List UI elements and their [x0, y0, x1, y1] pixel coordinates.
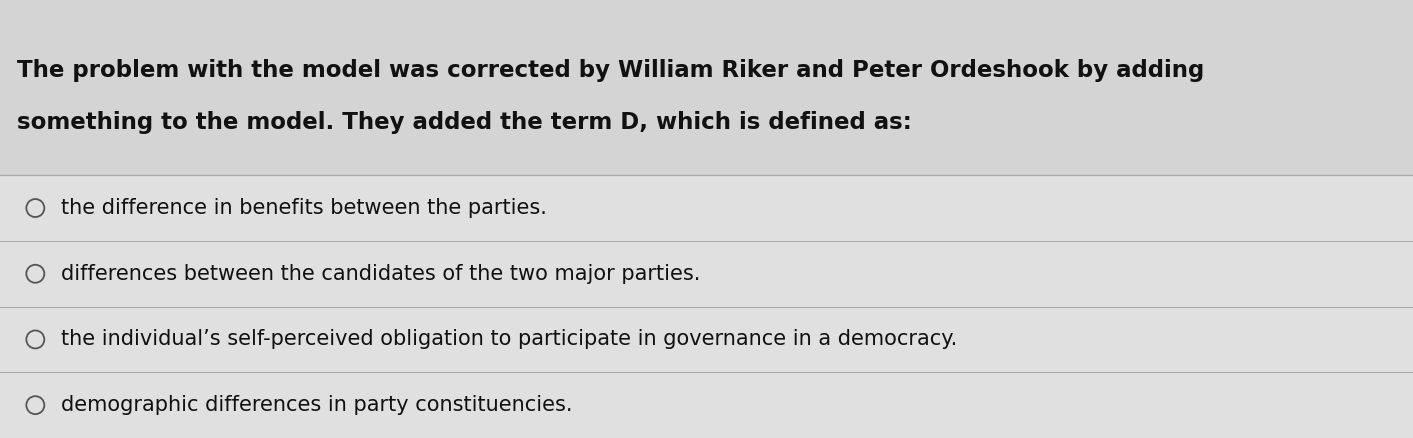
Text: something to the model. They added the term D, which is defined as:: something to the model. They added the t…	[17, 111, 911, 134]
Text: The problem with the model was corrected by William Riker and Peter Ordeshook by: The problem with the model was corrected…	[17, 59, 1204, 81]
FancyBboxPatch shape	[0, 175, 1413, 438]
Text: demographic differences in party constituencies.: demographic differences in party constit…	[61, 395, 572, 415]
FancyBboxPatch shape	[0, 0, 1413, 175]
Text: the difference in benefits between the parties.: the difference in benefits between the p…	[61, 198, 547, 218]
Text: differences between the candidates of the two major parties.: differences between the candidates of th…	[61, 264, 701, 284]
Text: the individual’s self-perceived obligation to participate in governance in a dem: the individual’s self-perceived obligati…	[61, 329, 958, 350]
